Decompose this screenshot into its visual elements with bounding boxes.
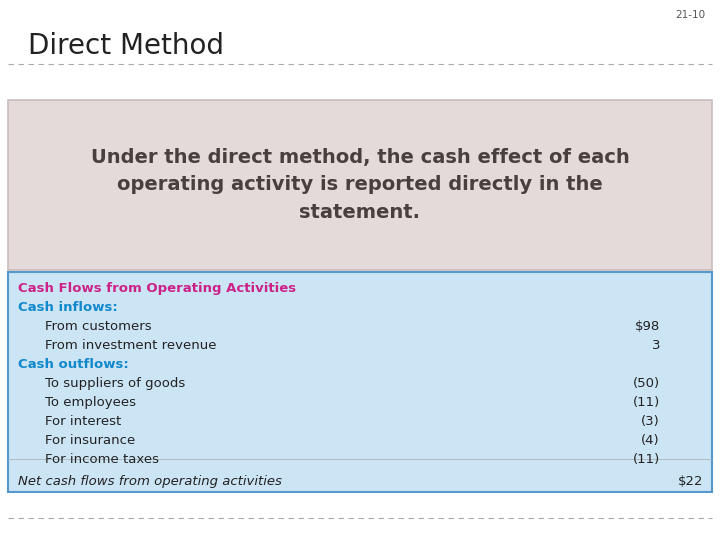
Text: Cash Flows from Operating Activities: Cash Flows from Operating Activities — [18, 282, 296, 295]
Text: For interest: For interest — [45, 415, 121, 428]
Text: 21-10: 21-10 — [675, 10, 705, 20]
FancyBboxPatch shape — [8, 100, 712, 270]
FancyBboxPatch shape — [8, 272, 712, 492]
Text: 3: 3 — [652, 339, 660, 352]
Text: For insurance: For insurance — [45, 434, 135, 447]
Text: Cash outflows:: Cash outflows: — [18, 358, 129, 371]
Text: (11): (11) — [633, 396, 660, 409]
Text: (11): (11) — [633, 453, 660, 466]
Text: $22: $22 — [678, 475, 703, 488]
Text: (3): (3) — [642, 415, 660, 428]
Text: (50): (50) — [633, 377, 660, 390]
Text: For income taxes: For income taxes — [45, 453, 159, 466]
Text: To suppliers of goods: To suppliers of goods — [45, 377, 185, 390]
Text: Cash inflows:: Cash inflows: — [18, 301, 118, 314]
Text: From investment revenue: From investment revenue — [45, 339, 217, 352]
Text: Net cash flows from operating activities: Net cash flows from operating activities — [18, 475, 282, 488]
Text: (4): (4) — [642, 434, 660, 447]
Text: Under the direct method, the cash effect of each
operating activity is reported : Under the direct method, the cash effect… — [91, 147, 629, 222]
Text: $98: $98 — [635, 320, 660, 333]
Text: Direct Method: Direct Method — [28, 32, 224, 60]
Text: To employees: To employees — [45, 396, 136, 409]
Text: From customers: From customers — [45, 320, 152, 333]
